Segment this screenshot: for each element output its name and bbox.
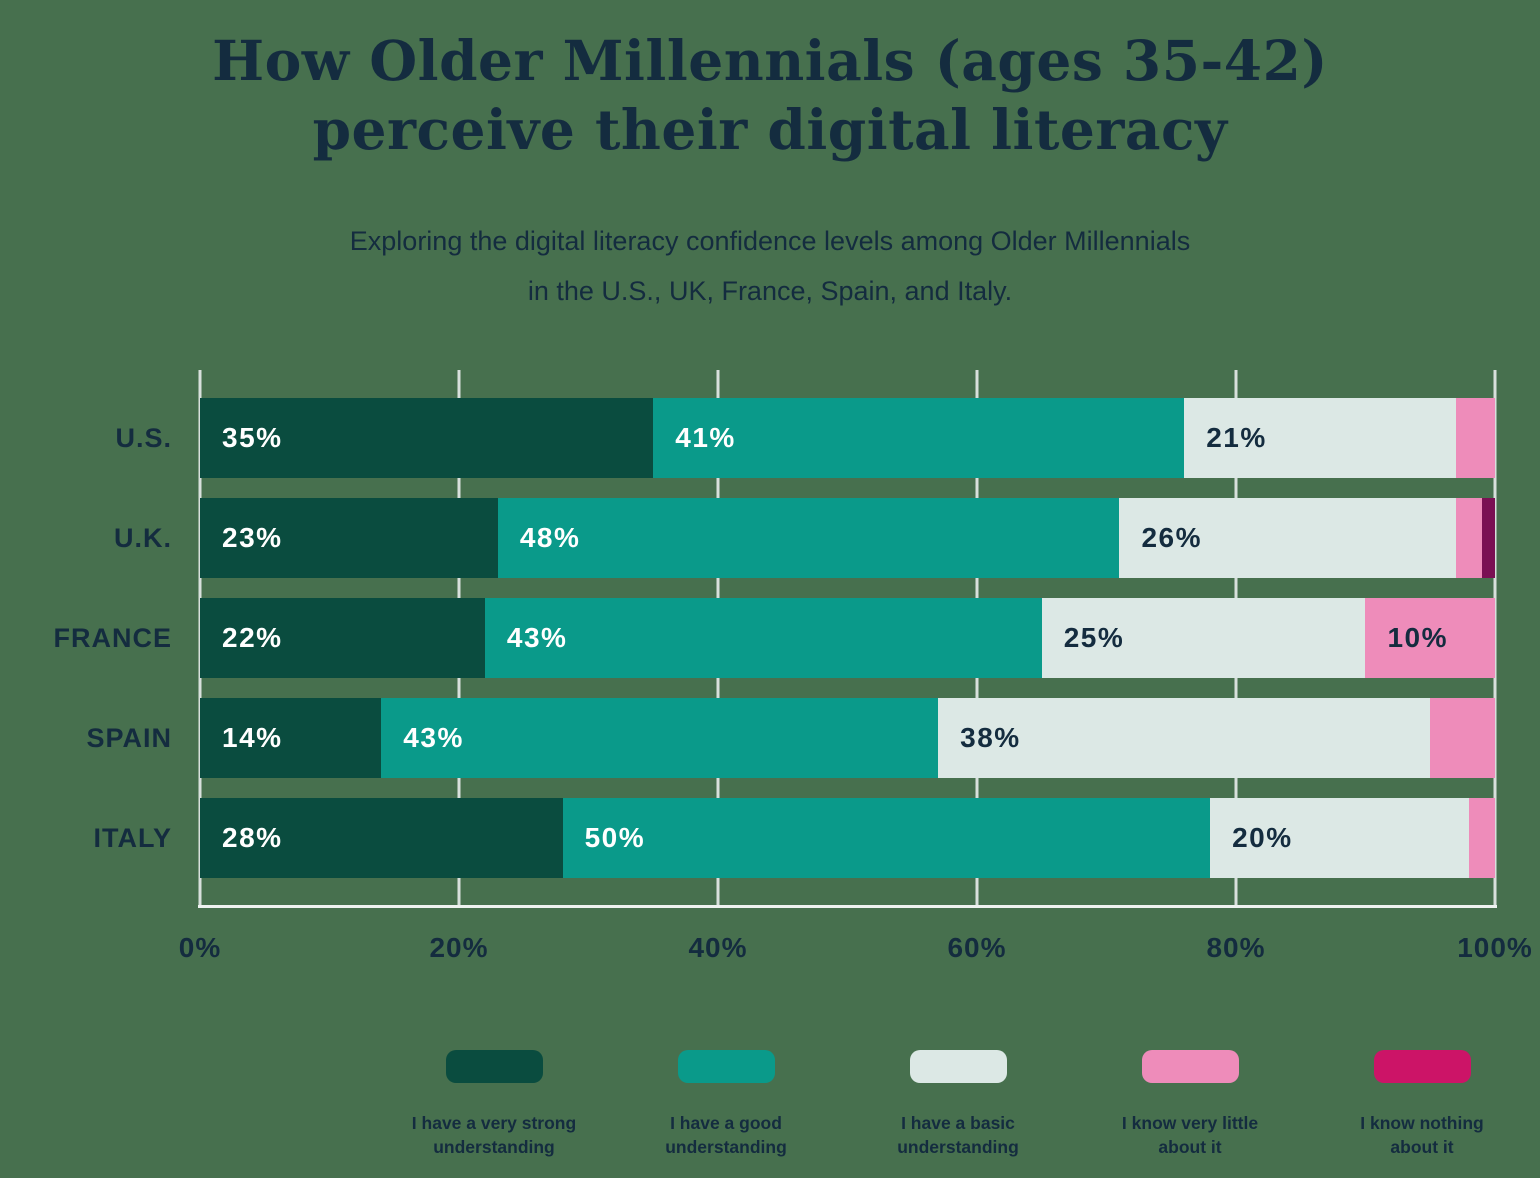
category-labels: U.S. U.K. FRANCE SPAIN ITALY — [0, 370, 172, 908]
legend-swatch — [1141, 1050, 1239, 1083]
bar-segment: 43% — [484, 598, 1042, 678]
bar-segment — [1469, 798, 1495, 878]
legend-swatch — [1373, 1050, 1471, 1083]
bar-row: 14% 43% 38% — [200, 698, 1495, 778]
legend-label: I have a good understanding — [665, 1113, 787, 1157]
x-tick-label: 40% — [688, 932, 748, 963]
category-label: SPAIN — [86, 723, 172, 753]
plot-area: 35% 41% 21% 23% 48% 26% 22% 43% 25% 10% 14% 43% 38% 2… — [198, 370, 1497, 908]
legend-swatch — [677, 1050, 775, 1083]
gridline — [1493, 370, 1497, 908]
category-label: FRANCE — [53, 623, 172, 653]
bar-value-label: 10% — [1387, 622, 1449, 653]
bar-value-label: 23% — [222, 522, 283, 553]
category-label: ITALY — [93, 823, 172, 853]
bar-segment — [1482, 498, 1495, 578]
legend-label: I have a basic understanding — [897, 1113, 1019, 1157]
bar-value-label: 41% — [675, 422, 736, 453]
legend-item: I have a very strong understanding — [378, 1050, 610, 1159]
bar-value-label: 25% — [1063, 622, 1125, 653]
bar-segment: 43% — [381, 698, 939, 778]
bar-value-label: 20% — [1232, 822, 1293, 853]
bar-segment: 23% — [200, 498, 498, 578]
bar-segment: 26% — [1119, 498, 1457, 578]
bar-value-label: 14% — [222, 722, 283, 753]
bar-value-label: 43% — [506, 622, 568, 653]
legend-item: I have a good understanding — [610, 1050, 842, 1159]
legend-item: I know nothing about it — [1306, 1050, 1538, 1159]
category-label: U.S. — [115, 423, 172, 453]
x-axis-line — [198, 905, 1497, 908]
x-axis: 0% 20% 40% 60% 80% 100% — [179, 932, 1532, 974]
legend-item: I know very little about it — [1074, 1050, 1306, 1159]
bar-value-label: 43% — [403, 722, 464, 753]
bar-value-label: 35% — [222, 422, 283, 453]
legend-swatch — [909, 1050, 1007, 1083]
bar-value-label: 38% — [960, 722, 1021, 753]
category-label: U.K. — [114, 523, 172, 553]
bar-segment: 28% — [200, 798, 563, 878]
legend-label: I know nothing about it — [1360, 1113, 1484, 1157]
x-tick-label: 100% — [1457, 932, 1533, 963]
legend-swatch — [445, 1050, 543, 1083]
bar-value-label: 48% — [519, 522, 581, 553]
bar-segment: 25% — [1041, 598, 1366, 678]
legend-item: I have a basic understanding — [842, 1050, 1074, 1159]
bar-segment: 20% — [1210, 798, 1470, 878]
x-tick-label: 80% — [1206, 932, 1266, 963]
bar-segment: 10% — [1365, 598, 1495, 678]
x-tick-label: 0% — [178, 932, 222, 963]
bar-segment: 14% — [200, 698, 382, 778]
bar-value-label: 26% — [1141, 522, 1202, 553]
bar-segment: 35% — [200, 398, 654, 478]
bar-row: 35% 41% 21% — [200, 398, 1495, 478]
bar-segment: 22% — [200, 598, 485, 678]
bar-segment: 38% — [938, 698, 1431, 778]
legend-label: I know very little about it — [1121, 1113, 1259, 1157]
bar-row: 28% 50% 20% — [200, 798, 1495, 878]
bar-segment — [1456, 498, 1483, 578]
bar-segment: 41% — [653, 398, 1185, 478]
bar-segment: 48% — [497, 498, 1120, 578]
legend-label: I have a very strong understanding — [411, 1113, 577, 1157]
chart-title: How Older Millennials (ages 35-42) perce… — [212, 28, 1328, 162]
bar-segment: 21% — [1184, 398, 1457, 478]
legend: I have a very strong understanding I have… — [378, 1050, 1538, 1159]
chart-subtitle: Exploring the digital literacy confidenc… — [349, 226, 1191, 306]
bar-segment: 50% — [562, 798, 1211, 878]
bar-value-label: 50% — [584, 822, 646, 853]
bar-value-label: 22% — [222, 622, 283, 653]
x-tick-label: 60% — [947, 932, 1007, 963]
bar-segment — [1456, 398, 1495, 478]
x-tick-label: 20% — [429, 932, 489, 963]
bar-value-label: 28% — [222, 822, 283, 853]
bar-segment — [1430, 698, 1495, 778]
bar-row: 23% 48% 26% — [200, 498, 1495, 578]
bar-value-label: 21% — [1206, 422, 1267, 453]
bar-row: 22% 43% 25% 10% — [200, 598, 1495, 678]
